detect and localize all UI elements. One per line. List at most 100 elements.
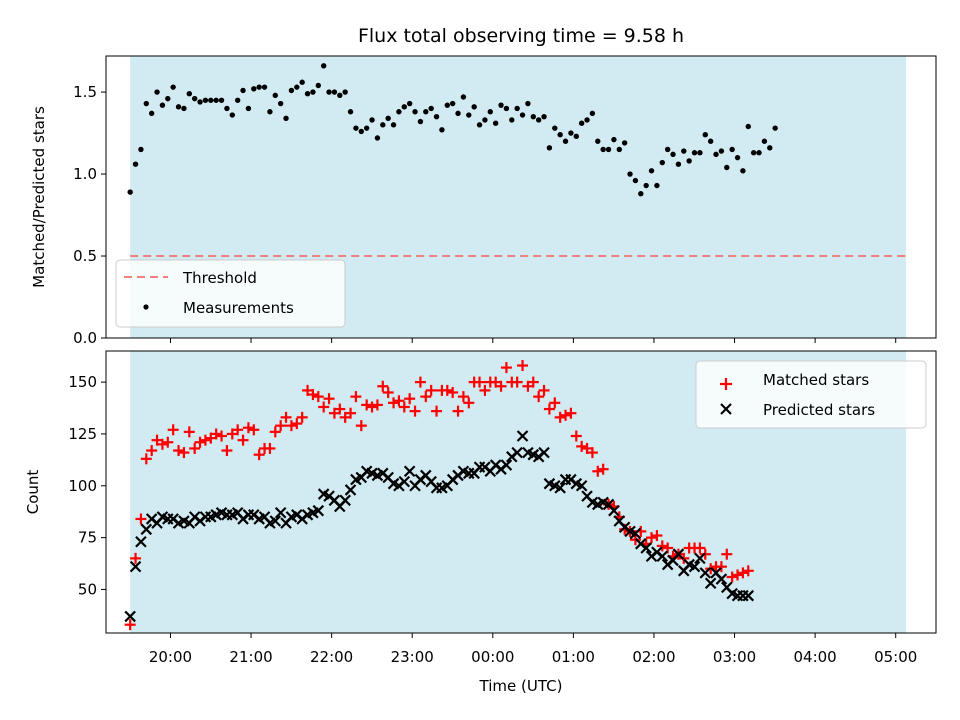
measurement-point: [509, 117, 515, 123]
x-tick-label: 05:00: [874, 648, 917, 666]
matched-point: [420, 391, 432, 403]
predicted-point: [135, 535, 147, 548]
matched-point: [732, 569, 744, 581]
measurement-point: [648, 168, 655, 174]
measurement-point: [664, 146, 671, 153]
matched-point: [355, 420, 367, 432]
predicted-point: [629, 527, 642, 540]
y-tick-label: 150: [68, 373, 97, 391]
legend-predicted-label: Predicted stars: [763, 401, 875, 419]
measurement-point: [138, 146, 144, 153]
measurement-point: [380, 122, 386, 128]
x-tick-label: 20:00: [149, 648, 192, 666]
measurement-point: [535, 117, 542, 123]
top-x-ticks: [169, 338, 897, 343]
matched-point: [457, 391, 469, 403]
bottom-axes-frame: [105, 350, 937, 634]
measurement-point: [546, 145, 553, 151]
predicted-point: [500, 459, 513, 471]
matched-point: [538, 384, 550, 396]
measurement-point: [745, 123, 751, 130]
measurement-point: [600, 146, 606, 153]
measurement-point: [729, 146, 735, 153]
measurement-point: [374, 135, 381, 141]
matched-point: [543, 403, 555, 415]
matched-point: [307, 389, 319, 401]
measurement-point: [159, 102, 166, 108]
predicted-point: [129, 560, 142, 573]
matched-point: [500, 362, 512, 374]
matched-point: [183, 426, 195, 438]
measurement-point: [498, 102, 504, 108]
measurement-point: [331, 89, 338, 95]
predicted-point: [312, 504, 325, 517]
y-tick-label: 125: [68, 425, 97, 443]
predicted-point: [398, 475, 411, 488]
x-tick-label: 21:00: [229, 648, 272, 666]
measurement-point: [659, 159, 665, 166]
measurement-point: [632, 177, 639, 184]
measurement-point: [718, 148, 725, 154]
measurement-point: [310, 89, 316, 95]
matched-point: [312, 391, 324, 403]
predicted-point: [640, 542, 652, 554]
matched-point: [527, 376, 539, 388]
measurement-point: [181, 105, 187, 112]
bottom-xlabel: Time (UTC): [479, 677, 563, 695]
matched-point: [130, 552, 142, 564]
predicted-point: [608, 504, 620, 517]
matched-point: [280, 411, 292, 423]
matched-point: [366, 401, 378, 413]
matched-point: [178, 447, 190, 459]
measurement-point: [401, 104, 407, 110]
top-legend: Threshold Measurements: [115, 259, 346, 328]
measurement-point: [154, 89, 160, 95]
measurement-points: [127, 63, 778, 197]
measurement-point: [208, 97, 214, 103]
matched-point: [194, 436, 206, 448]
matched-point: [291, 418, 303, 430]
matched-point: [554, 411, 566, 423]
matched-point: [275, 420, 287, 432]
measurement-point: [476, 122, 483, 128]
measurement-point: [385, 115, 391, 122]
predicted-point: [575, 480, 588, 492]
matched-point: [237, 434, 249, 446]
measurement-point: [240, 87, 246, 94]
predicted-point: [742, 589, 755, 602]
measurement-point: [191, 95, 198, 102]
measurement-point: [761, 138, 768, 144]
bottom-ylabel: Count: [24, 470, 42, 515]
measurement-point: [369, 117, 375, 123]
predicted-point: [511, 446, 523, 459]
legend-matched-swatch: [720, 378, 732, 390]
measurement-point: [482, 117, 488, 123]
measurement-point: [358, 128, 364, 135]
measurement-point: [229, 112, 235, 118]
matched-point: [167, 424, 179, 436]
measurement-point: [595, 138, 601, 144]
predicted-point: [403, 465, 416, 478]
bottom-x-ticks: 20:00 21:00 22:00 23:00 00:00 01:00 02:00 03:00…: [149, 633, 917, 666]
matched-point: [221, 445, 233, 457]
measurement-point: [342, 89, 348, 95]
matched-point: [388, 397, 400, 409]
matched-point: [479, 384, 491, 396]
matched-point: [694, 542, 706, 554]
predicted-point: [516, 430, 529, 442]
matched-point: [431, 405, 443, 417]
predicted-points: [124, 430, 755, 623]
measurement-point: [267, 109, 273, 115]
matched-point: [565, 407, 577, 419]
measurement-point: [514, 105, 520, 112]
y-tick-label: 75: [78, 529, 97, 547]
matched-point: [146, 445, 158, 457]
measurement-point: [638, 191, 644, 197]
matched-point: [447, 386, 459, 398]
measurement-point: [406, 100, 413, 107]
predicted-point: [344, 484, 357, 496]
matched-point: [253, 449, 265, 461]
measurement-point: [245, 105, 252, 112]
predicted-point: [274, 506, 287, 519]
